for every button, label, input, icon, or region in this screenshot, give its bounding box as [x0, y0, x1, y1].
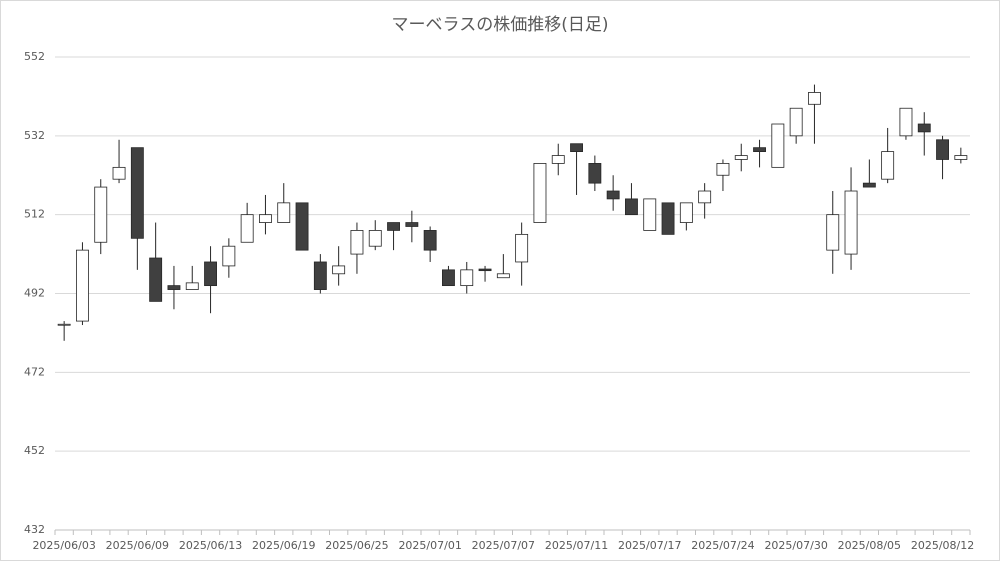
x-tick-label: 2025/07/01 — [398, 539, 461, 552]
candle-body — [734, 155, 748, 160]
candle-body — [332, 265, 346, 275]
candle-body — [862, 182, 876, 188]
candle-body — [423, 230, 437, 251]
y-tick-label: 532 — [24, 129, 45, 142]
candle-body — [515, 233, 529, 263]
candle-body — [625, 198, 638, 216]
x-tick-label: 2025/08/12 — [911, 539, 974, 552]
candle-body — [167, 285, 181, 290]
candle-body — [899, 107, 913, 137]
candle-body — [698, 190, 712, 204]
y-tick-label: 492 — [24, 287, 45, 300]
candle-body — [808, 92, 821, 105]
x-tick-label: 2025/07/30 — [764, 539, 827, 552]
candle-body — [496, 273, 510, 279]
candle-body — [313, 261, 327, 290]
candle-body — [570, 143, 583, 152]
candle-body — [954, 155, 968, 160]
candle-body — [94, 186, 108, 243]
candle-body — [295, 202, 309, 251]
x-tick-label: 2025/06/13 — [179, 539, 242, 552]
candle-body — [368, 230, 382, 247]
candle-body — [917, 123, 931, 133]
candle-body — [478, 268, 492, 272]
chart-title: マーベラスの株価推移(日足) — [392, 15, 609, 35]
x-tick-label: 2025/06/09 — [106, 539, 169, 552]
candle-body — [533, 163, 547, 223]
candle-body — [405, 222, 419, 227]
candle-body — [789, 107, 803, 137]
candle-body — [185, 282, 199, 290]
candle-body — [753, 147, 766, 153]
candle-body — [387, 222, 400, 231]
candle-body — [149, 257, 163, 302]
candle-body — [716, 163, 730, 176]
candle-body — [771, 123, 785, 168]
candle-body — [826, 214, 840, 251]
candle-body — [204, 261, 217, 287]
candle-body — [881, 151, 895, 180]
candle-body — [277, 202, 291, 223]
candle-body — [936, 139, 949, 160]
candle-body — [350, 230, 364, 255]
candle-body — [606, 190, 620, 200]
candle-body — [112, 166, 126, 180]
candle-body — [222, 245, 236, 267]
candle-body — [643, 198, 657, 231]
candle-body — [76, 249, 89, 322]
x-tick-label: 2025/06/25 — [325, 539, 388, 552]
candle-body — [57, 323, 71, 326]
candle-body — [661, 202, 675, 235]
x-tick-label: 2025/06/03 — [32, 539, 95, 552]
y-tick-label: 472 — [24, 365, 45, 378]
candle-body — [240, 214, 254, 243]
candle-body — [259, 214, 272, 223]
candle-body — [442, 269, 455, 287]
candle-body — [844, 190, 858, 255]
candle-body — [679, 202, 693, 223]
x-tick-label: 2025/06/19 — [252, 539, 315, 552]
y-tick-label: 512 — [24, 208, 45, 221]
x-tick-label: 2025/07/07 — [472, 539, 535, 552]
candle-body — [460, 269, 474, 287]
candle-body — [588, 163, 602, 184]
x-tick-label: 2025/08/05 — [838, 539, 901, 552]
x-tick-label: 2025/07/11 — [545, 539, 608, 552]
x-tick-label: 2025/07/17 — [618, 539, 681, 552]
y-tick-label: 452 — [24, 444, 45, 457]
y-tick-label: 552 — [24, 50, 45, 63]
x-tick-label: 2025/07/24 — [691, 539, 754, 552]
y-tick-label: 432 — [24, 523, 45, 536]
candle-body — [551, 155, 565, 164]
candle-body — [130, 147, 144, 239]
